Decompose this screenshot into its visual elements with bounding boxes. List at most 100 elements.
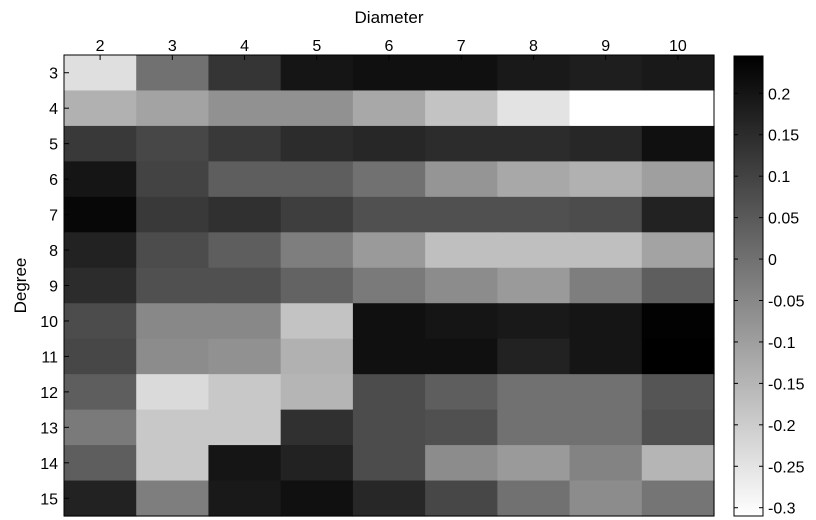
- y-tick-label: 13: [40, 420, 58, 437]
- heatmap-cell: [497, 445, 571, 482]
- heatmap-cell: [64, 409, 137, 446]
- heatmap-cell: [64, 90, 137, 127]
- heatmap-cell: [64, 55, 137, 92]
- colorbar-ticks: 0.2 0.15 0.1 0.05 0 -0.05 -0.1 -0.15 -0.2 -0.25 -0…: [734, 86, 805, 518]
- heatmap-cell: [280, 125, 354, 162]
- heatmap-cell: [569, 480, 643, 517]
- heatmap-cell: [352, 267, 426, 304]
- heatmap-cell: [352, 445, 426, 482]
- x-tick-label: 2: [96, 38, 105, 55]
- heatmap-cell: [352, 480, 426, 517]
- heatmap-cell: [569, 90, 643, 127]
- y-tick-label: 7: [49, 208, 58, 225]
- heatmap-cell: [64, 161, 137, 198]
- heatmap-cell: [497, 196, 571, 233]
- heatmap-cell: [136, 374, 210, 411]
- heatmap-cell: [497, 125, 571, 162]
- heatmap-cell: [64, 445, 137, 482]
- heatmap-cell: [136, 232, 210, 269]
- heatmap-cell: [208, 480, 282, 517]
- heatmap-cell: [497, 303, 571, 340]
- colorbar-tick-label: -0.1: [768, 335, 796, 352]
- heatmap-cell: [569, 303, 643, 340]
- heatmap-cells: [64, 55, 715, 517]
- colorbar-tick-label: 0.2: [768, 86, 790, 103]
- y-tick-label: 8: [49, 243, 58, 260]
- heatmap-cell: [280, 90, 354, 127]
- heatmap-cell: [352, 55, 426, 92]
- heatmap-cell: [136, 125, 210, 162]
- heatmap-cell: [136, 445, 210, 482]
- heatmap-cell: [208, 303, 282, 340]
- y-tick-label: 10: [40, 314, 58, 331]
- heatmap-cell: [425, 90, 498, 127]
- heatmap-cell: [208, 232, 282, 269]
- heatmap-cell: [641, 445, 715, 482]
- heatmap-cell: [280, 303, 354, 340]
- y-tick-label: 15: [40, 491, 58, 508]
- heatmap-cell: [641, 338, 715, 375]
- y-tick-label: 5: [49, 137, 58, 154]
- colorbar-tick-label: 0: [768, 252, 777, 269]
- heatmap-cell: [641, 303, 715, 340]
- y-axis-ticks: 3 4 5 6 7 8 9 10 11 12 13 14 15: [40, 66, 69, 508]
- heatmap-cell: [136, 480, 210, 517]
- heatmap-cell: [497, 267, 571, 304]
- heatmap-cell: [352, 125, 426, 162]
- colorbar-tick-label: 0.1: [768, 169, 790, 186]
- heatmap-cell: [208, 161, 282, 198]
- heatmap-cell: [208, 338, 282, 375]
- heatmap-cell: [425, 196, 498, 233]
- heatmap-cell: [569, 445, 643, 482]
- heatmap-cell: [208, 409, 282, 446]
- heatmap-cell: [208, 196, 282, 233]
- colorbar-tick-label: -0.15: [768, 376, 805, 393]
- heatmap-cell: [136, 196, 210, 233]
- heatmap-cell: [425, 374, 498, 411]
- heatmap-cell: [280, 161, 354, 198]
- heatmap-cell: [352, 90, 426, 127]
- heatmap-cell: [641, 267, 715, 304]
- heatmap-cell: [280, 445, 354, 482]
- heatmap-cell: [136, 161, 210, 198]
- heatmap-cell: [641, 55, 715, 92]
- heatmap-cell: [208, 374, 282, 411]
- heatmap-cell: [64, 480, 137, 517]
- heatmap-cell: [280, 196, 354, 233]
- colorbar-tick-label: -0.05: [768, 294, 805, 311]
- heatmap-cell: [497, 374, 571, 411]
- colorbar-tick-label: -0.2: [768, 418, 796, 435]
- x-tick-label: 10: [669, 38, 687, 55]
- heatmap-cell: [497, 338, 571, 375]
- heatmap-cell: [352, 161, 426, 198]
- colorbar-tick-label: 0.05: [768, 211, 799, 228]
- heatmap-cell: [64, 338, 137, 375]
- heatmap-cell: [280, 267, 354, 304]
- heatmap-cell: [425, 125, 498, 162]
- heatmap-cell: [425, 303, 498, 340]
- heatmap-cell: [280, 232, 354, 269]
- heatmap-cell: [64, 196, 137, 233]
- y-tick-label: 6: [49, 172, 58, 189]
- heatmap-cell: [641, 409, 715, 446]
- heatmap-cell: [497, 161, 571, 198]
- heatmap-cell: [280, 409, 354, 446]
- heatmap-cell: [64, 232, 137, 269]
- heatmap-cell: [352, 303, 426, 340]
- heatmap-cell: [136, 409, 210, 446]
- colorbar-tick-label: -0.3: [768, 501, 796, 518]
- heatmap-cell: [425, 267, 498, 304]
- heatmap-cell: [280, 55, 354, 92]
- heatmap-cell: [136, 267, 210, 304]
- heatmap-cell: [280, 338, 354, 375]
- heatmap-cell: [352, 409, 426, 446]
- heatmap-cell: [64, 374, 137, 411]
- y-tick-label: 12: [40, 385, 58, 402]
- x-axis-ticks: 2 3 4 5 6 7 8 9 10: [96, 38, 687, 60]
- heatmap-cell: [425, 480, 498, 517]
- heatmap-cell: [352, 374, 426, 411]
- heatmap-cell: [136, 55, 210, 92]
- heatmap-cell: [569, 232, 643, 269]
- heatmap-cell: [280, 480, 354, 517]
